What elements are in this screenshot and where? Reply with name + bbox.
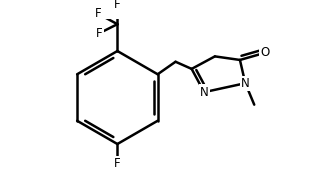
Text: F: F [114,157,121,170]
Text: F: F [95,7,101,20]
Text: N: N [241,77,250,90]
Text: O: O [260,46,270,59]
Text: F: F [96,27,103,40]
Text: F: F [114,0,121,11]
Text: N: N [200,86,209,99]
